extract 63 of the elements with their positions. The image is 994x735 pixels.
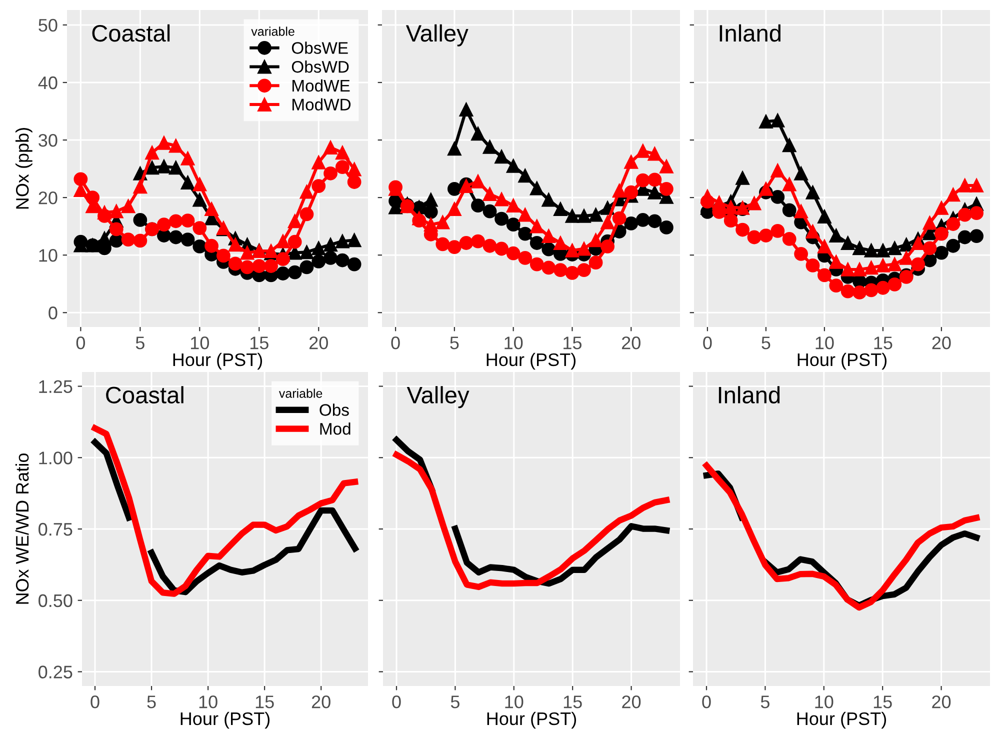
x-tick-label: 0 [392,696,401,708]
x-tick-label: 5 [136,336,144,350]
x-axis-title: Hour (PST) [798,352,887,370]
x-tick-label: 20 [312,696,330,708]
x-tick-label: 10 [199,696,218,708]
y-tick-label: 10 [39,249,58,262]
y-tick-label: 30 [38,134,58,147]
y-tick-label: 1.25 [39,380,72,393]
legend-label: ModWD [292,98,351,111]
x-tick-label: 20 [622,696,641,708]
legend-title: variable [251,26,294,36]
y-tick-label: 40 [38,76,58,90]
legend-label: ObsWE [292,42,348,54]
x-tick-label: 0 [76,336,85,350]
legend-label: ModWE [292,79,350,92]
x-tick-label: 10 [816,336,834,350]
y-tick-label: 0.75 [38,522,72,536]
y-tick-label: 50 [38,18,58,32]
legend-label: ObsWD [292,60,349,73]
x-tick-label: 15 [564,336,582,350]
y-tick-label: 0.50 [38,594,72,608]
x-tick-label: 15 [256,696,274,708]
y-tick-label: 20 [38,191,58,204]
x-tick-label: 15 [874,336,892,350]
legend-label: Obs [320,404,349,416]
y-axis-title: NOx (ppb) [16,128,32,209]
chart-title: Inland [718,386,780,404]
x-tick-label: 5 [760,696,770,708]
x-axis-title: Hour (PST) [487,712,576,729]
text: Valley [406,24,468,46]
chart-title: Coastal [106,386,184,404]
x-tick-label: 10 [505,696,524,708]
y-tick-label: 0 [48,306,58,320]
legend-title: variable [278,388,322,398]
x-tick-label: 5 [450,696,460,708]
x-tick-label: 10 [504,336,523,350]
legend-label: Mod [320,422,350,435]
x-tick-label: 0 [702,696,711,708]
x-axis-title: Hour (PST) [180,712,270,729]
x-tick-label: 20 [932,336,951,350]
x-tick-label: 10 [190,336,209,350]
x-tick-label: 15 [874,696,892,708]
chart-title: Inland [720,24,780,42]
x-tick-label: 5 [450,336,459,350]
x-tick-label: 20 [932,696,951,708]
y-axis-title: NOx WE/WD Ratio [15,454,29,604]
y-tick-label: 1.00 [39,452,72,464]
text: Valley [406,386,470,408]
x-tick-label: 5 [147,696,156,708]
x-tick-label: 20 [622,336,640,350]
x-tick-label: 0 [391,336,400,350]
x-tick-label: 15 [564,696,582,708]
x-tick-label: 20 [309,336,328,350]
x-tick-label: 5 [762,336,770,350]
x-tick-label: 15 [250,336,268,350]
x-tick-label: 0 [703,336,712,350]
x-axis-title: Hour (PST) [797,712,886,729]
x-tick-label: 0 [90,696,100,708]
x-tick-label: 10 [815,696,834,708]
x-axis-title: Hour (PST) [486,352,576,370]
y-tick-label: 0.25 [38,666,72,678]
x-axis-title: Hour (PST) [173,352,262,370]
chart-title: Coastal [92,24,170,42]
